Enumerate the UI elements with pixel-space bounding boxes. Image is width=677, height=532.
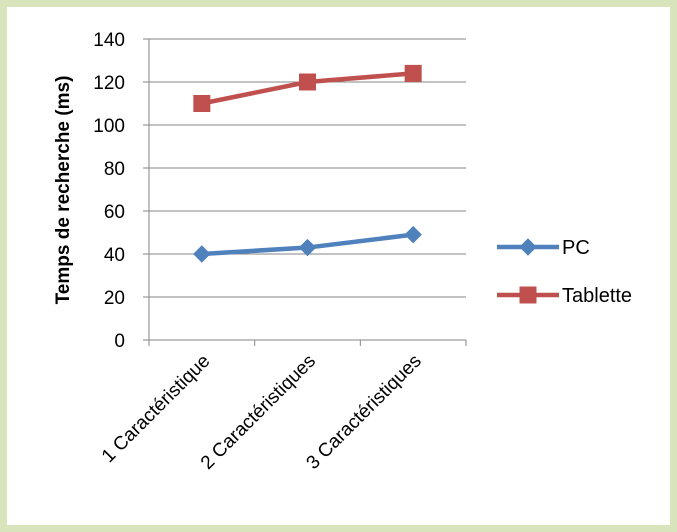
legend-label: PC bbox=[562, 237, 590, 259]
data-point bbox=[299, 73, 316, 91]
x-tick-label: 2 Caractéristiques bbox=[197, 351, 320, 474]
y-axis-title: Temps de recherche (ms) bbox=[53, 76, 74, 305]
y-tick-label: 100 bbox=[93, 116, 125, 137]
legend: PC Tablette bbox=[497, 237, 632, 307]
data-point bbox=[193, 95, 211, 112]
y-tick-label: 140 bbox=[93, 30, 125, 51]
legend-item-tablette: Tablette bbox=[497, 285, 632, 307]
x-tick-label: 1 Caractéristique bbox=[98, 351, 214, 467]
legend-marker bbox=[519, 286, 537, 304]
legend-label: Tablette bbox=[562, 285, 632, 307]
series-tablette bbox=[193, 64, 422, 112]
data-point bbox=[404, 64, 422, 82]
series-group bbox=[193, 64, 422, 263]
axes bbox=[143, 38, 467, 346]
y-tick-label: 0 bbox=[114, 331, 125, 352]
data-point bbox=[298, 238, 317, 257]
y-tick-label: 80 bbox=[104, 159, 125, 180]
y-tick-label: 120 bbox=[93, 73, 125, 94]
y-tick-label: 60 bbox=[104, 202, 125, 223]
y-tick-labels: 0 20 40 60 80 100 120 140 bbox=[93, 30, 125, 352]
legend-item-pc: PC bbox=[497, 237, 590, 259]
data-point bbox=[404, 225, 422, 244]
series-pc bbox=[193, 225, 422, 263]
x-tick-label: 3 Caractéristiques bbox=[303, 351, 426, 474]
data-point bbox=[193, 245, 211, 263]
y-tick-label: 20 bbox=[104, 288, 125, 309]
y-tick-label: 40 bbox=[104, 245, 125, 266]
legend-marker bbox=[519, 238, 537, 256]
